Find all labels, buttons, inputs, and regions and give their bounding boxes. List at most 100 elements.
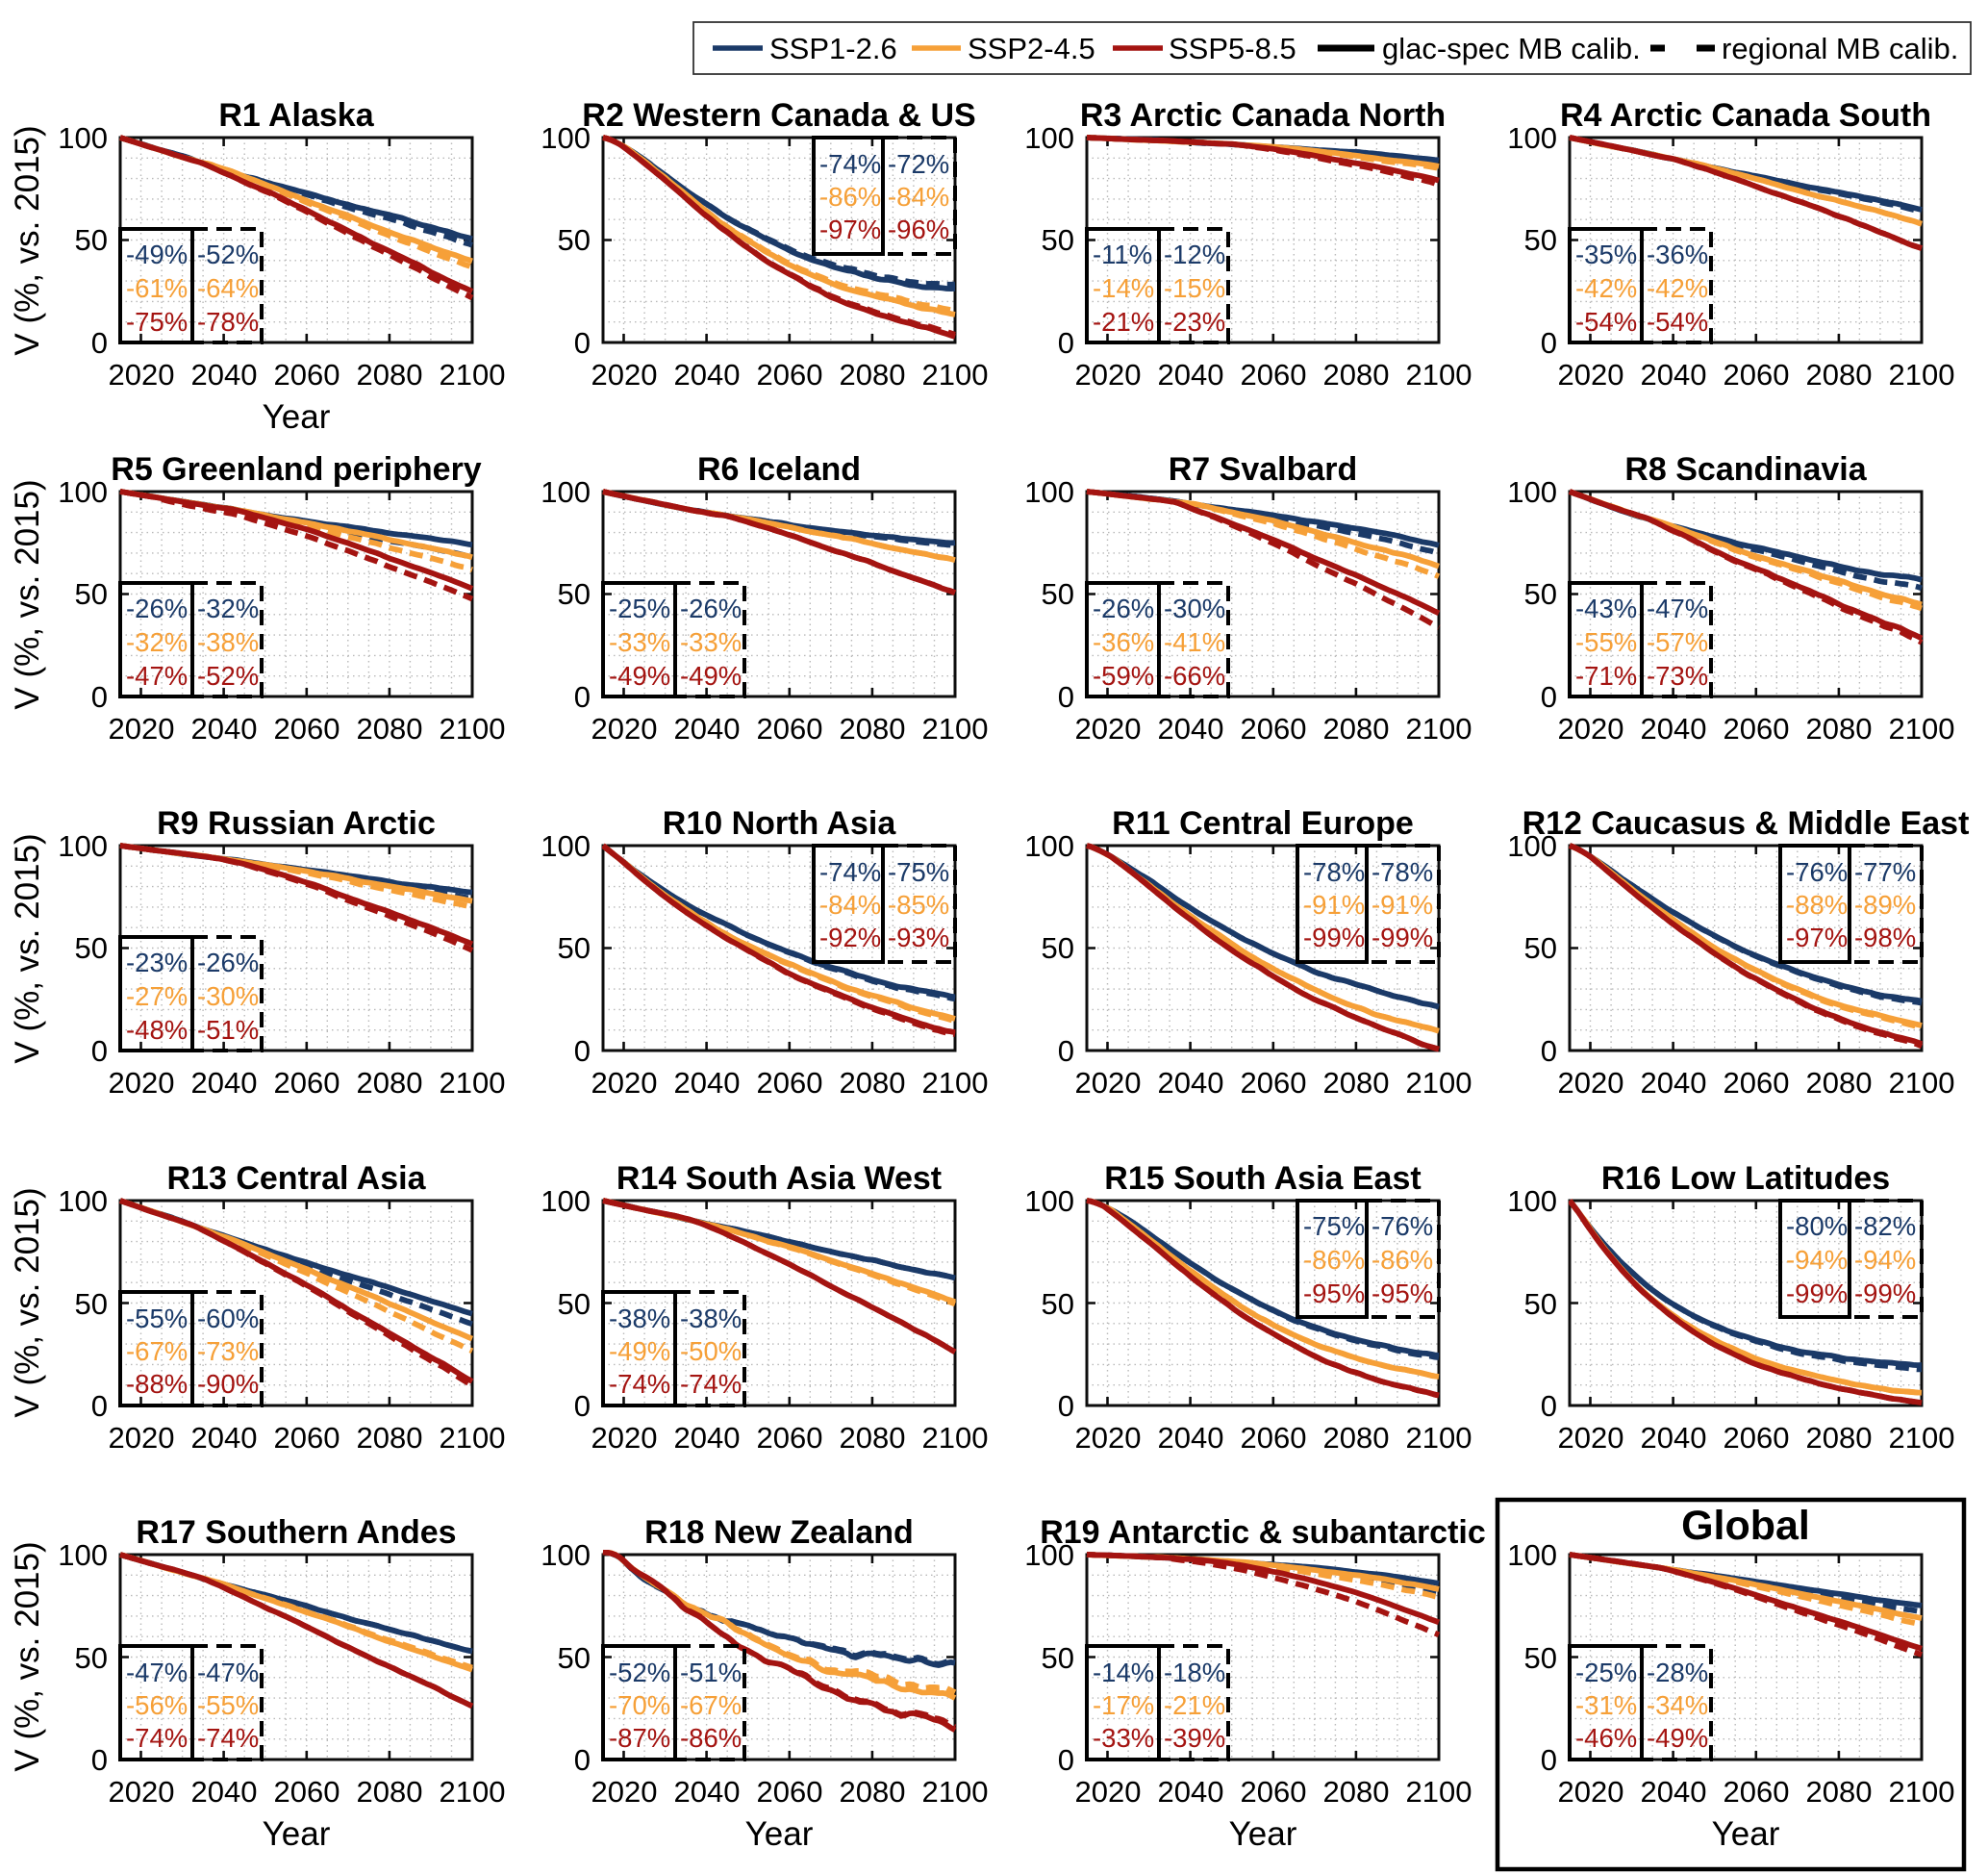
svg-text:-67%: -67%	[680, 1690, 742, 1720]
svg-text:-41%: -41%	[1164, 627, 1225, 657]
svg-text:100: 100	[1507, 475, 1557, 509]
svg-text:2080: 2080	[357, 358, 423, 392]
svg-text:V (%, vs. 2015): V (%, vs. 2015)	[9, 125, 46, 355]
svg-text:2020: 2020	[1075, 1066, 1142, 1100]
svg-text:2040: 2040	[1158, 712, 1224, 746]
svg-text:Global: Global	[1681, 1503, 1810, 1549]
svg-text:R14 South Asia West: R14 South Asia West	[617, 1160, 942, 1197]
svg-text:-38%: -38%	[197, 627, 259, 657]
svg-text:-92%: -92%	[819, 923, 881, 952]
svg-text:-74%: -74%	[609, 1369, 670, 1399]
svg-text:0: 0	[1058, 1389, 1074, 1423]
svg-text:2080: 2080	[1323, 358, 1390, 392]
svg-text:-38%: -38%	[609, 1304, 670, 1333]
svg-text:-70%: -70%	[609, 1690, 670, 1720]
svg-text:-74%: -74%	[819, 857, 881, 887]
svg-text:0: 0	[1541, 326, 1557, 360]
svg-text:-23%: -23%	[1164, 307, 1225, 337]
svg-text:100: 100	[1024, 475, 1074, 509]
svg-text:-35%: -35%	[1575, 240, 1637, 269]
svg-text:2020: 2020	[1075, 358, 1142, 392]
svg-text:-55%: -55%	[197, 1690, 259, 1720]
svg-text:-87%: -87%	[609, 1723, 670, 1753]
svg-text:-78%: -78%	[1371, 857, 1433, 887]
svg-text:2060: 2060	[757, 1421, 823, 1455]
svg-text:2100: 2100	[1406, 358, 1472, 392]
svg-text:-71%: -71%	[1575, 661, 1637, 691]
svg-text:-46%: -46%	[1575, 1723, 1637, 1753]
svg-text:R6 Iceland: R6 Iceland	[697, 451, 861, 488]
svg-text:-84%: -84%	[888, 182, 949, 212]
svg-text:-48%: -48%	[126, 1015, 188, 1045]
svg-text:0: 0	[1058, 1034, 1074, 1068]
svg-text:2020: 2020	[591, 712, 658, 746]
svg-text:100: 100	[58, 1538, 108, 1572]
svg-text:-49%: -49%	[680, 661, 742, 691]
svg-text:-85%: -85%	[888, 890, 949, 920]
svg-text:2020: 2020	[1558, 1066, 1624, 1100]
svg-text:-75%: -75%	[888, 857, 949, 887]
svg-text:2020: 2020	[1558, 1775, 1624, 1809]
svg-text:100: 100	[58, 829, 108, 863]
svg-text:2060: 2060	[757, 712, 823, 746]
svg-text:-33%: -33%	[680, 627, 742, 657]
svg-text:-55%: -55%	[1575, 627, 1637, 657]
svg-text:2040: 2040	[674, 712, 741, 746]
svg-text:-34%: -34%	[1647, 1690, 1708, 1720]
svg-text:-76%: -76%	[1371, 1211, 1433, 1241]
svg-text:V (%, vs. 2015): V (%, vs. 2015)	[9, 479, 46, 709]
svg-text:2100: 2100	[1889, 1066, 1955, 1100]
svg-text:2080: 2080	[1806, 358, 1873, 392]
svg-text:-26%: -26%	[126, 594, 188, 623]
svg-text:-11%: -11%	[1093, 240, 1152, 269]
svg-text:-49%: -49%	[1647, 1723, 1708, 1753]
svg-text:2100: 2100	[922, 1421, 989, 1455]
svg-text:R10 North Asia: R10 North Asia	[663, 805, 897, 842]
svg-text:2040: 2040	[191, 358, 258, 392]
svg-text:2040: 2040	[1641, 1066, 1707, 1100]
svg-text:-91%: -91%	[1371, 890, 1433, 920]
svg-text:2060: 2060	[1724, 1421, 1790, 1455]
svg-text:R11 Central Europe: R11 Central Europe	[1112, 805, 1414, 842]
svg-text:-72%: -72%	[888, 149, 949, 179]
svg-text:0: 0	[91, 1389, 108, 1423]
svg-text:0: 0	[91, 326, 108, 360]
svg-text:2060: 2060	[274, 1066, 340, 1100]
svg-text:0: 0	[91, 1034, 108, 1068]
svg-text:-26%: -26%	[680, 594, 742, 623]
svg-text:-49%: -49%	[609, 1336, 670, 1366]
svg-text:-31%: -31%	[1575, 1690, 1637, 1720]
svg-text:-23%: -23%	[126, 948, 188, 977]
svg-text:-74%: -74%	[680, 1369, 742, 1399]
svg-text:100: 100	[541, 1184, 591, 1218]
svg-text:2020: 2020	[109, 712, 175, 746]
svg-text:2060: 2060	[274, 1775, 340, 1809]
svg-text:-94%: -94%	[1786, 1245, 1848, 1275]
svg-text:0: 0	[1058, 326, 1074, 360]
svg-text:R7 Svalbard: R7 Svalbard	[1169, 451, 1358, 488]
svg-text:R2 Western Canada & US: R2 Western Canada & US	[582, 97, 975, 134]
svg-text:-33%: -33%	[609, 627, 670, 657]
svg-text:-39%: -39%	[1164, 1723, 1225, 1753]
svg-text:0: 0	[1541, 680, 1557, 714]
svg-text:2080: 2080	[1323, 712, 1390, 746]
svg-text:0: 0	[574, 1389, 591, 1423]
svg-text:2020: 2020	[109, 1066, 175, 1100]
svg-text:-32%: -32%	[197, 594, 259, 623]
svg-text:2080: 2080	[840, 1066, 906, 1100]
svg-text:0: 0	[574, 680, 591, 714]
svg-text:-67%: -67%	[126, 1336, 188, 1366]
svg-text:-74%: -74%	[126, 1723, 188, 1753]
svg-text:-97%: -97%	[1786, 923, 1848, 952]
svg-text:-77%: -77%	[1854, 857, 1916, 887]
svg-text:100: 100	[541, 829, 591, 863]
svg-text:2020: 2020	[591, 1066, 658, 1100]
svg-text:2040: 2040	[1641, 712, 1707, 746]
svg-text:2060: 2060	[757, 1775, 823, 1809]
svg-text:-88%: -88%	[126, 1369, 188, 1399]
svg-text:2100: 2100	[922, 712, 989, 746]
svg-text:100: 100	[1507, 829, 1557, 863]
svg-text:-61%: -61%	[126, 273, 188, 303]
svg-text:-90%: -90%	[197, 1369, 259, 1399]
svg-text:-54%: -54%	[1647, 307, 1708, 337]
